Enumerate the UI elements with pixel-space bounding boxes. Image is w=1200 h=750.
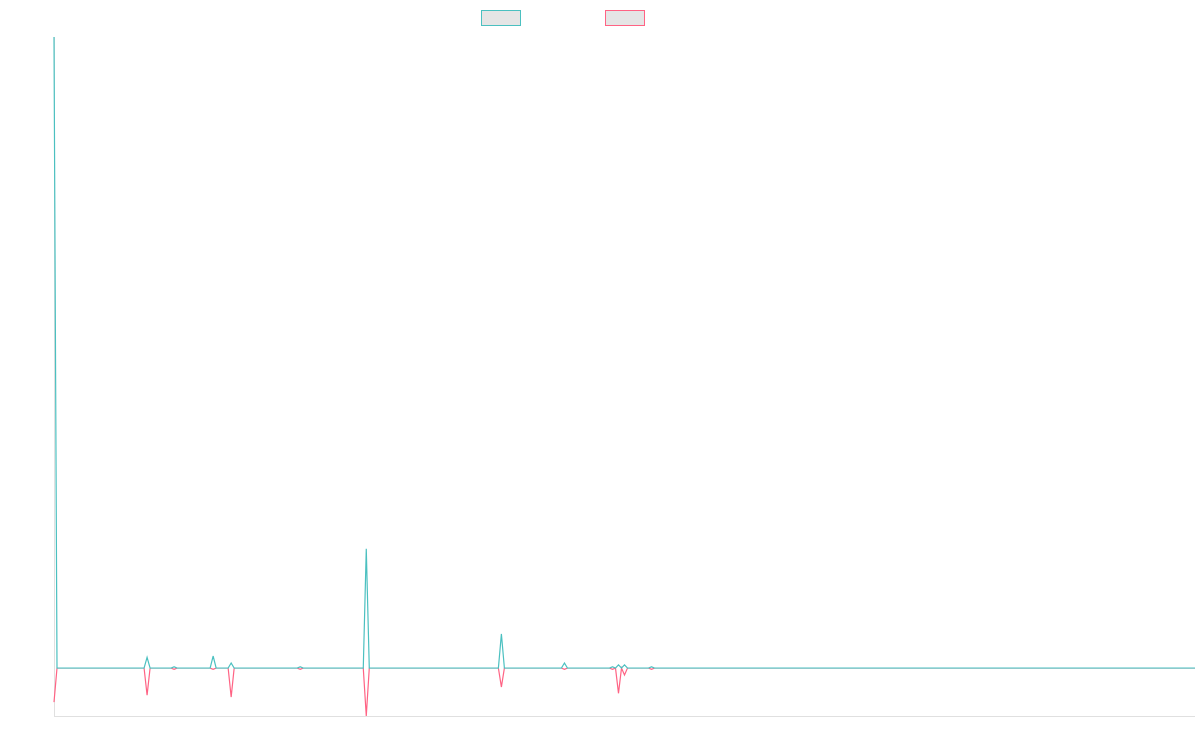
legend-item-series-1[interactable]	[481, 10, 521, 26]
legend-item-series-2[interactable]	[605, 10, 645, 26]
series-line-2	[53, 665, 1195, 717]
series-line-1	[53, 36, 1195, 669]
